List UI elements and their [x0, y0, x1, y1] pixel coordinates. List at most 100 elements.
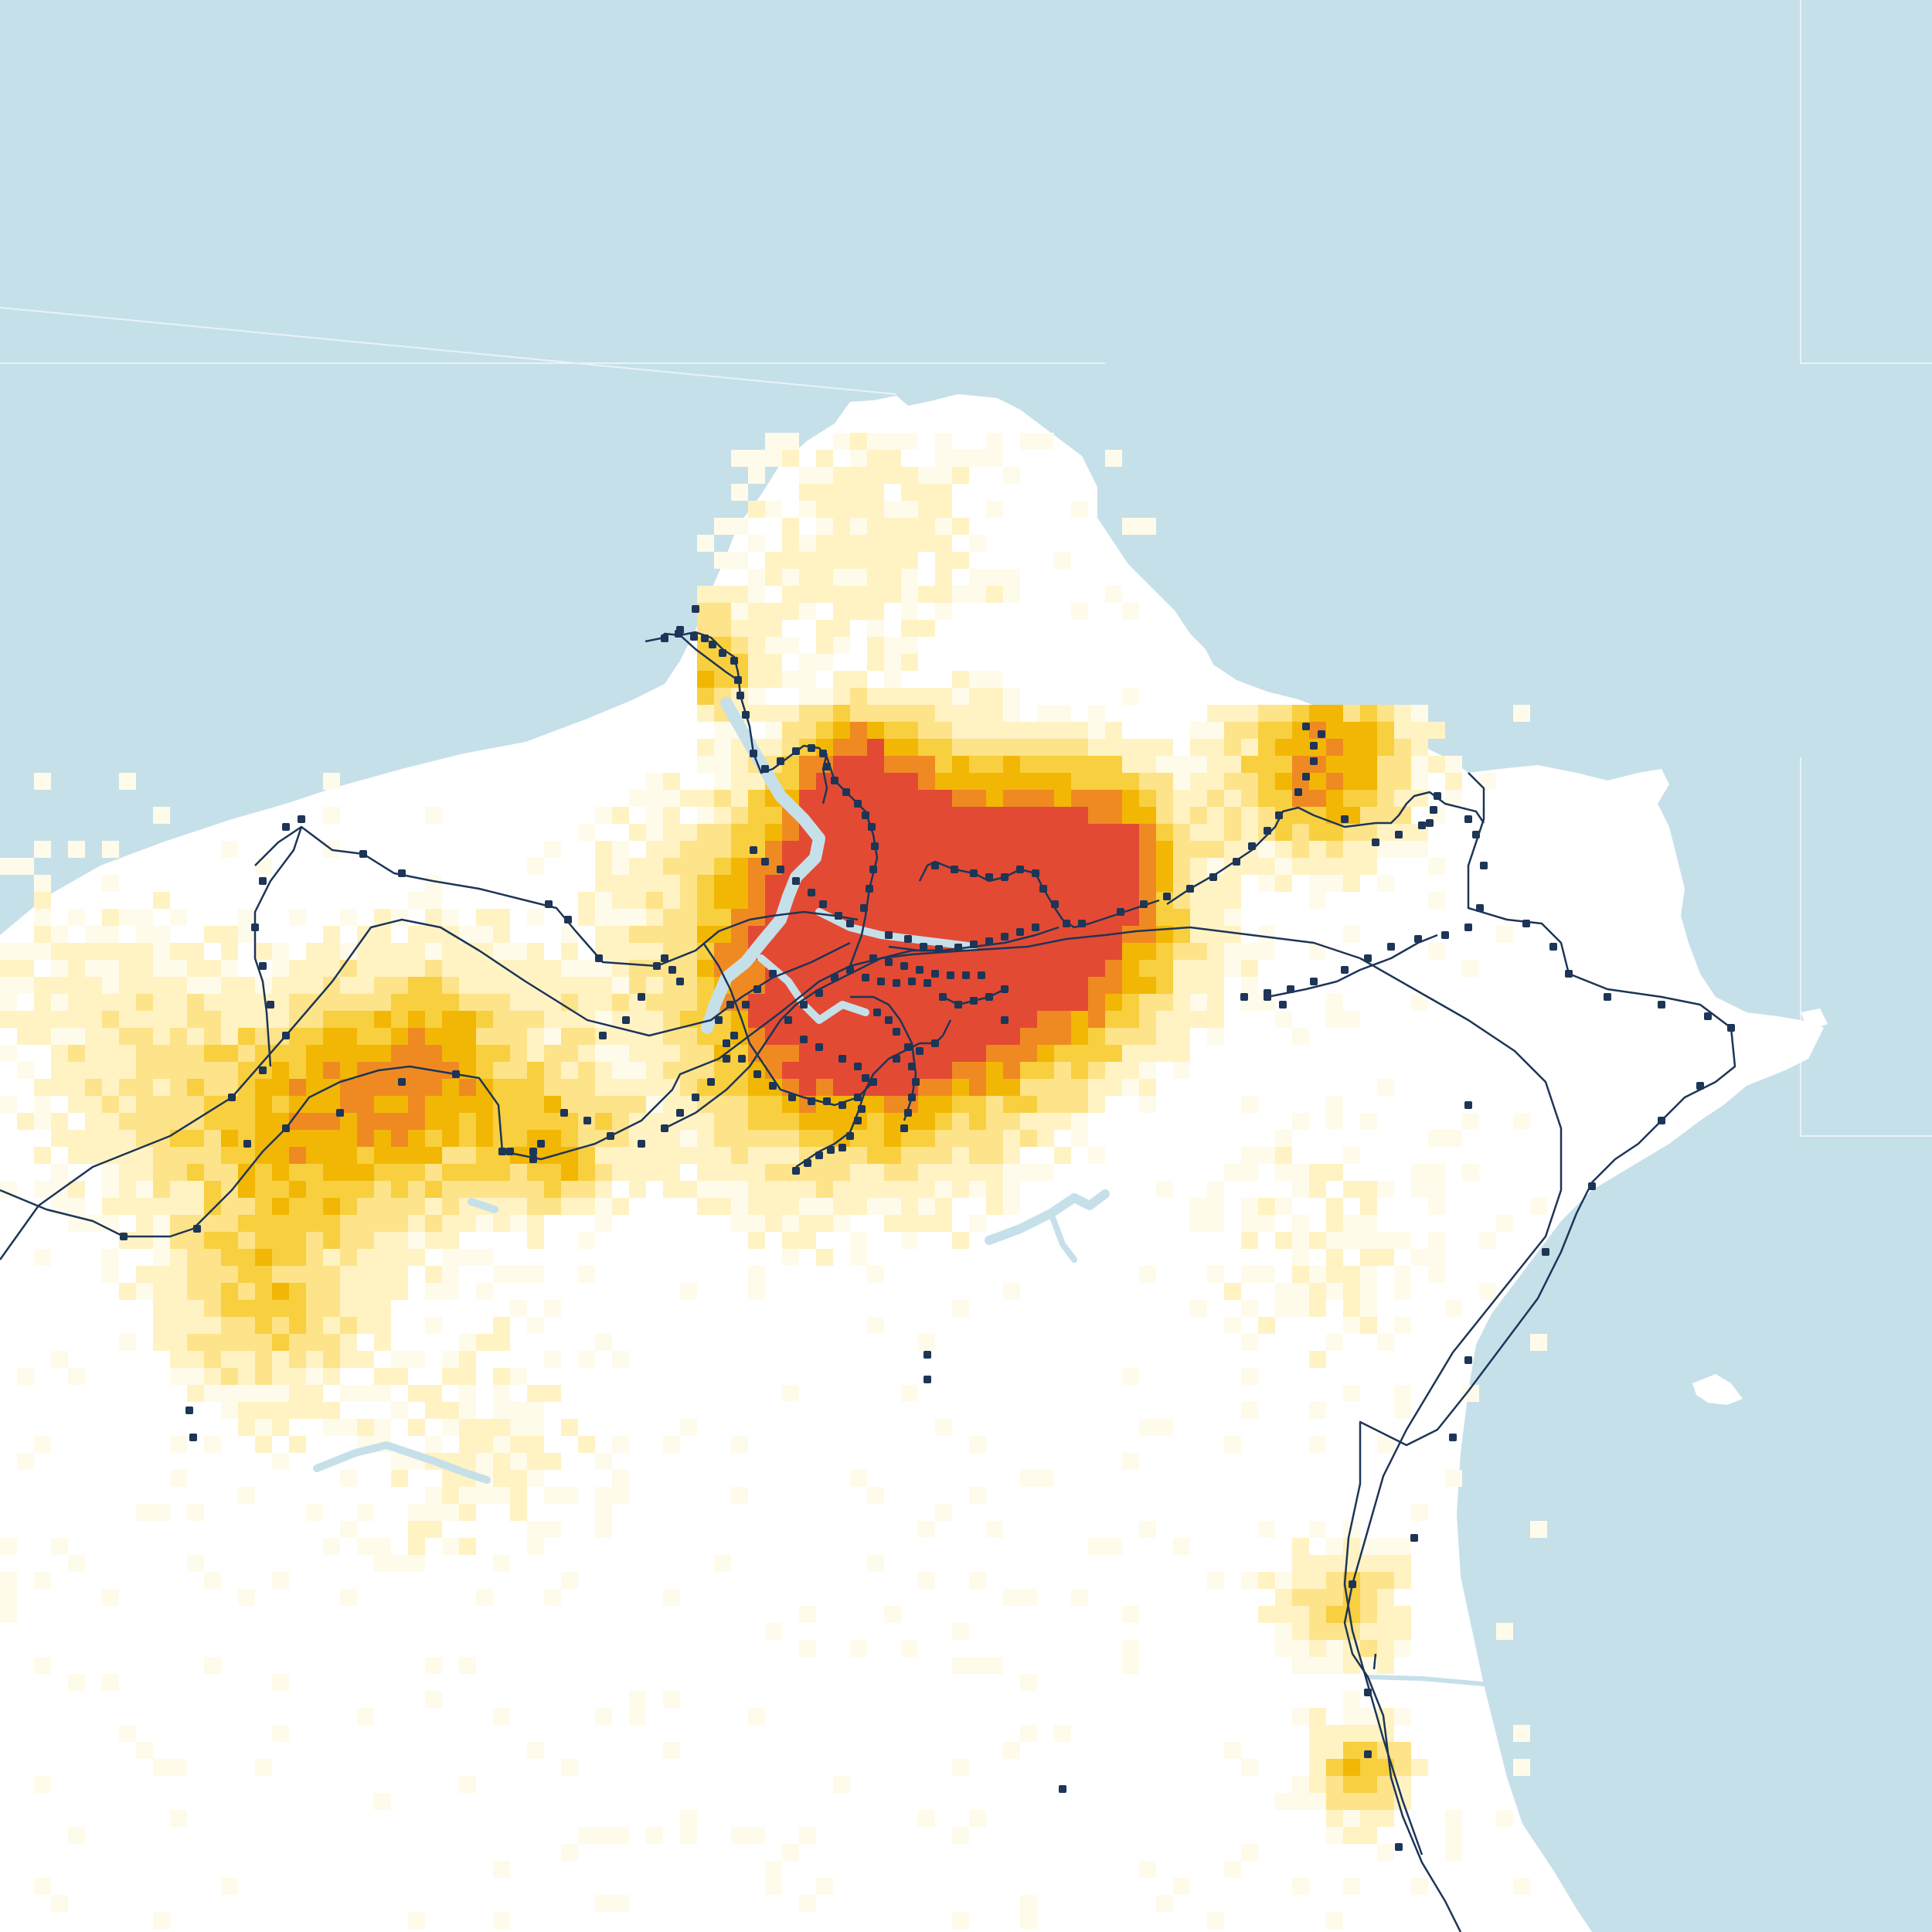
station-marker[interactable] [777, 757, 784, 765]
station-marker[interactable] [282, 823, 290, 831]
station-marker[interactable] [1318, 730, 1325, 738]
station-marker[interactable] [1565, 970, 1573, 978]
station-marker[interactable] [1414, 935, 1422, 943]
station-marker[interactable] [1294, 788, 1302, 796]
station-marker[interactable] [1032, 923, 1039, 931]
station-marker[interactable] [869, 954, 877, 962]
station-marker[interactable] [1364, 1689, 1372, 1696]
station-marker[interactable] [862, 974, 869, 981]
station-marker[interactable] [185, 1406, 193, 1414]
station-marker[interactable] [676, 1109, 684, 1117]
station-marker[interactable] [537, 1140, 545, 1148]
station-marker[interactable] [1248, 842, 1256, 850]
station-marker[interactable] [1480, 862, 1488, 869]
station-marker[interactable] [1704, 1012, 1712, 1020]
station-marker[interactable] [916, 1047, 923, 1055]
station-marker[interactable] [282, 1124, 290, 1132]
station-marker[interactable] [923, 979, 931, 987]
station-marker[interactable] [1522, 920, 1530, 927]
station-marker[interactable] [1310, 757, 1318, 765]
station-marker[interactable] [885, 1016, 893, 1024]
station-marker[interactable] [866, 885, 873, 893]
station-marker[interactable] [1410, 1534, 1418, 1542]
station-marker[interactable] [838, 1101, 846, 1109]
station-marker[interactable] [259, 1066, 267, 1074]
station-marker[interactable] [846, 1132, 854, 1140]
station-marker[interactable] [931, 862, 939, 869]
station-marker[interactable] [854, 1063, 862, 1070]
station-marker[interactable] [970, 997, 978, 1005]
station-marker[interactable] [726, 1001, 734, 1009]
station-marker[interactable] [954, 944, 962, 951]
station-marker[interactable] [1387, 943, 1395, 951]
station-marker[interactable] [869, 1078, 877, 1086]
station-marker[interactable] [1341, 966, 1349, 974]
station-marker[interactable] [638, 1140, 645, 1148]
station-marker[interactable] [1059, 1785, 1066, 1793]
station-marker[interactable] [893, 1055, 900, 1063]
station-marker[interactable] [1549, 943, 1557, 951]
station-marker[interactable] [120, 1233, 128, 1240]
station-marker[interactable] [788, 1094, 796, 1101]
station-marker[interactable] [900, 962, 908, 970]
station-marker[interactable] [753, 1070, 761, 1078]
station-marker[interactable] [1349, 1580, 1356, 1588]
station-marker[interactable] [1310, 978, 1318, 985]
station-marker[interactable] [1449, 1434, 1457, 1441]
station-marker[interactable] [1588, 1182, 1596, 1190]
station-marker[interactable] [1341, 815, 1349, 823]
station-marker[interactable] [692, 1094, 699, 1101]
station-marker[interactable] [1039, 885, 1047, 893]
station-marker[interactable] [1078, 920, 1086, 927]
station-marker[interactable] [1658, 1117, 1665, 1124]
station-marker[interactable] [871, 842, 879, 850]
station-marker[interactable] [1140, 900, 1148, 908]
station-marker[interactable] [243, 1140, 251, 1148]
station-marker[interactable] [808, 1097, 815, 1105]
station-marker[interactable] [792, 747, 800, 755]
station-marker[interactable] [916, 966, 923, 974]
station-marker[interactable] [761, 765, 769, 773]
station-marker[interactable] [904, 1109, 912, 1117]
station-marker[interactable] [709, 641, 716, 648]
station-marker[interactable] [1233, 858, 1240, 866]
station-marker[interactable] [1001, 933, 1009, 940]
station-marker[interactable] [653, 962, 661, 970]
station-marker[interactable] [777, 866, 784, 873]
station-marker[interactable] [854, 1117, 862, 1124]
station-marker[interactable] [1418, 821, 1426, 829]
stations[interactable] [120, 605, 1735, 1851]
station-marker[interactable] [835, 912, 842, 920]
station-marker[interactable] [1051, 900, 1059, 908]
station-marker[interactable] [873, 1009, 881, 1016]
station-marker[interactable] [595, 954, 603, 962]
station-marker[interactable] [742, 711, 750, 719]
station-marker[interactable] [676, 978, 684, 985]
station-marker[interactable] [564, 916, 572, 923]
station-marker[interactable] [1464, 1101, 1472, 1109]
station-marker[interactable] [904, 1043, 912, 1051]
station-marker[interactable] [1364, 1750, 1372, 1758]
station-marker[interactable] [1001, 1016, 1009, 1024]
station-marker[interactable] [1063, 920, 1070, 927]
station-marker[interactable] [707, 1078, 715, 1086]
station-marker[interactable] [877, 978, 885, 985]
station-marker[interactable] [259, 962, 267, 970]
station-marker[interactable] [904, 935, 912, 943]
station-marker[interactable] [939, 993, 947, 1001]
station-marker[interactable] [985, 937, 993, 945]
station-marker[interactable] [452, 1070, 460, 1078]
station-marker[interactable] [900, 1124, 908, 1132]
station-marker[interactable] [661, 634, 668, 642]
station-marker[interactable] [931, 970, 939, 978]
station-marker[interactable] [1464, 815, 1472, 823]
station-marker[interactable] [715, 1016, 723, 1024]
station-marker[interactable] [1275, 811, 1283, 819]
station-marker[interactable] [954, 1001, 962, 1009]
station-marker[interactable] [506, 1148, 514, 1155]
station-marker[interactable] [583, 1117, 591, 1124]
station-marker[interactable] [607, 1132, 614, 1140]
station-marker[interactable] [730, 1032, 738, 1039]
station-marker[interactable] [868, 823, 876, 831]
